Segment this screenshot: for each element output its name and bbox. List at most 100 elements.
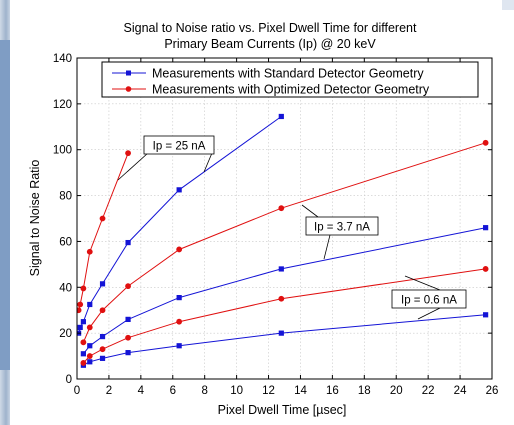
annotation-37na-box <box>305 216 379 236</box>
series-optimized-25nA-point <box>80 285 87 292</box>
series-standard-06nA-point <box>99 355 106 361</box>
series-optimized-25nA-point <box>99 215 106 222</box>
series-standard-06nA-point <box>87 359 93 365</box>
left-edge-stripe <box>0 40 10 370</box>
y-tick-label: 140 <box>53 53 72 65</box>
annotation-37na-text: Ip = 3.7 nA <box>314 222 370 234</box>
annotation-25na-box <box>143 135 215 155</box>
annotation-25na: Ip = 25 nA <box>117 135 215 181</box>
series-optimized-25nA-point <box>77 307 82 314</box>
annotation-06na: Ip = 0.6 nA <box>391 275 467 320</box>
series-standard-37nA-point <box>483 225 489 231</box>
x-tick-label: 14 <box>294 385 307 397</box>
annotation-06na-box <box>391 289 467 309</box>
legend-box <box>101 61 479 98</box>
series-optimized-06nA-point <box>176 318 183 325</box>
series-optimized-06nA-point <box>482 266 489 272</box>
series-optimized-25nA-point <box>77 301 84 308</box>
series-optimized-06nA-point <box>99 346 106 353</box>
y-tick-label: 120 <box>53 99 72 111</box>
x-tick-label: 10 <box>230 385 243 397</box>
annotation-06na-leader-up <box>404 275 441 291</box>
series-optimized-25nA-point <box>86 248 93 255</box>
chart-subtitle: Primary Beam Currents (Ip) @ 20 keV <box>164 37 376 51</box>
x-tick-label: 12 <box>262 385 275 397</box>
series-standard-37nA-point <box>87 343 93 349</box>
series-standard-06nA-point <box>483 312 489 318</box>
x-tick-label: 22 <box>422 385 435 397</box>
left-window-edge <box>0 0 10 425</box>
series-optimized-37nA-point <box>125 283 131 290</box>
series-optimized-06nA-point <box>125 334 131 341</box>
x-tick-label: 4 <box>138 385 145 397</box>
legend: Measurements with Standard Detector Geom… <box>101 61 479 98</box>
x-tick-label: 24 <box>454 385 467 397</box>
y-tick-label: 100 <box>53 145 72 157</box>
x-tick-label: 18 <box>358 385 371 397</box>
gridlines <box>76 57 493 380</box>
y-tick-label: 20 <box>59 328 72 340</box>
y-tick-label: 80 <box>59 191 72 203</box>
x-axis-label: Pixel Dwell Time [µsec] <box>218 403 347 417</box>
series-optimized-37nA-point <box>80 339 87 346</box>
series-optimized-25nA-point <box>125 150 131 157</box>
plot-frame <box>76 57 493 380</box>
x-tick-label: 26 <box>486 385 499 397</box>
x-tick-label: 2 <box>106 385 112 397</box>
series-layer <box>77 113 489 368</box>
series-optimized-37nA-point <box>86 324 93 331</box>
series-optimized-37nA-point <box>482 139 489 146</box>
legend-optimized-label: Measurements with Optimized Detector Geo… <box>152 83 430 97</box>
x-tick-label: 6 <box>170 385 176 397</box>
annotation-37na: Ip = 3.7 nA <box>301 204 379 260</box>
annotation-06na-leader-down <box>417 307 441 320</box>
series-optimized-06nA-point <box>80 360 87 366</box>
axis-ticks <box>76 57 493 380</box>
series-standard-37nA-point <box>176 295 182 301</box>
tick-labels: 0 2 4 6 8 10 12 14 16 18 20 22 24 2602040608010012014… <box>53 53 499 397</box>
series-optimized-25nA-line <box>78 153 129 311</box>
series-optimized-06nA-line <box>83 268 486 364</box>
chart-title: Signal to Noise ratio vs. Pixel Dwell Ti… <box>124 21 417 35</box>
y-axis-label: Signal to Noise Ratio <box>28 160 42 277</box>
y-tick-label: 60 <box>59 236 72 248</box>
x-tick-label: 0 <box>74 385 80 397</box>
series-standard-25nA-point <box>80 319 86 325</box>
series-optimized-06nA-point <box>86 353 93 359</box>
series-standard-37nA-point <box>99 333 106 340</box>
series-standard-25nA-point <box>99 281 106 287</box>
series-standard-25nA-point <box>278 113 284 120</box>
x-tick-label: 16 <box>326 385 339 397</box>
series-standard-06nA-line <box>83 314 486 366</box>
legend-standard-label: Measurements with Standard Detector Geom… <box>152 67 424 81</box>
y-tick-label: 0 <box>66 374 72 386</box>
series-standard-06nA-point <box>176 343 182 349</box>
annotation-25na-leader-left <box>117 152 149 181</box>
series-standard-37nA-point <box>125 316 131 322</box>
annotation-06na-text: Ip = 0.6 nA <box>401 295 457 307</box>
series-standard-25nA-point <box>176 187 182 193</box>
series-optimized-37nA-point <box>278 205 285 212</box>
series-standard-25nA-point <box>77 324 83 331</box>
series-standard-37nA-point <box>278 266 284 272</box>
x-tick-label: 20 <box>390 385 403 397</box>
x-tick-label: 8 <box>201 385 207 397</box>
series-optimized-37nA-point <box>99 307 106 314</box>
right-window-edge <box>502 0 514 425</box>
legend-optimized-marker <box>125 86 132 92</box>
series-optimized-37nA-point <box>176 246 183 253</box>
annotation-37na-leader-down <box>323 234 331 260</box>
annotation-25na-text: Ip = 25 nA <box>153 141 206 153</box>
series-standard-06nA-point <box>125 350 131 356</box>
series-standard-25nA-point <box>87 301 93 308</box>
series-optimized-06nA-point <box>278 295 285 302</box>
right-edge-fade <box>502 0 514 10</box>
series-standard-37nA-point <box>80 351 86 357</box>
legend-standard-marker <box>126 70 131 76</box>
series-standard-25nA-point <box>125 239 131 246</box>
y-tick-label: 40 <box>59 282 72 294</box>
series-standard-06nA-point <box>278 330 284 336</box>
annotation-37na-leader-up <box>301 204 319 218</box>
annotation-25na-leader-right <box>203 152 213 173</box>
